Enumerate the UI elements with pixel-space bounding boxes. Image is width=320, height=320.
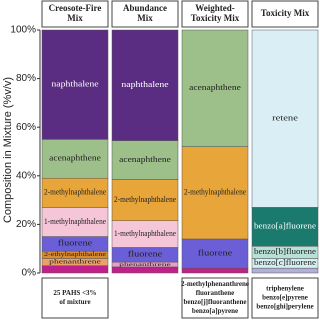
y-axis-label: Composition in Mixture (%v/v) [2, 77, 14, 223]
segment-label: fluorene [128, 250, 163, 259]
note-text: benzo[ghi]perylene [256, 303, 313, 311]
bar-segment [251, 29, 319, 208]
segment-label: benzo[b]fluorene [254, 247, 316, 256]
segment-label: phenanthrene [119, 262, 172, 268]
header-box [181, 0, 249, 28]
segment-label: 1-methylnaphthalene [44, 217, 106, 226]
bar-segment [111, 29, 179, 141]
category-label: Toxicity Mix [261, 8, 310, 18]
segment-label: fluorene [58, 239, 93, 248]
bar-segment [41, 207, 109, 237]
segment-label: acenaphthene [189, 83, 241, 92]
segment-label: 2-ethylnaphthalene [44, 251, 106, 258]
y-tick-label: 0% [22, 268, 37, 279]
segment-label: acenaphthene [119, 155, 171, 164]
note-box [41, 277, 109, 319]
y-tick-label: 20% [16, 219, 36, 230]
category-label: Mix [67, 13, 83, 23]
header-box [41, 0, 109, 28]
bar-segment [111, 179, 179, 222]
note-text: 2-methylphenanthrene [181, 280, 249, 288]
segment-label: benzo[a]fluorene [254, 222, 317, 231]
note-box [181, 277, 249, 319]
note-text: 25 PAHS <3% [53, 289, 96, 297]
bar-segment [181, 267, 249, 274]
segment-label: 2-methylnaphthalene [184, 188, 246, 197]
segment-label: naphthalene [121, 80, 169, 89]
bar-segment [181, 238, 249, 269]
category-label: Abundance [123, 3, 167, 13]
segment-label: 1-methylnaphthalene [114, 229, 176, 238]
note-text: benzo[j]fluoranthene [184, 298, 247, 306]
segment-label: acenaphthene [49, 154, 101, 163]
note-text: of mixture [59, 298, 90, 306]
y-tick-label: 40% [16, 170, 36, 181]
bar-segment [181, 146, 249, 240]
bar-segment [111, 266, 179, 274]
note-box [251, 277, 319, 319]
category-label: Creosote-Fire [49, 3, 102, 13]
segment-label: 2-methylnaphthalene [44, 188, 106, 197]
category-label: Toxicity Mix [191, 13, 240, 23]
segment-label: fluorene [198, 248, 233, 257]
header-box [251, 0, 319, 28]
category-label: Weighted- [195, 3, 235, 13]
bar-segment [111, 140, 179, 180]
bar-segment [181, 29, 249, 147]
bar-segment [111, 220, 179, 248]
segment-label: naphthalene [51, 80, 99, 89]
segment-label: phenanthrene [49, 259, 101, 266]
y-tick-label: 100% [10, 25, 36, 36]
segment-label: 2-methylnaphthalene [114, 195, 176, 204]
note-text: triphenylene [266, 285, 304, 293]
category-label: Mix [137, 13, 153, 23]
bar-segment [41, 265, 109, 274]
note-text: benzo[e]pyrene [262, 294, 308, 302]
bar-segment [41, 177, 109, 208]
segment-label: benzo[c]fluorene [254, 258, 317, 267]
segment-label: retene [272, 114, 298, 123]
bar-segment [41, 139, 109, 179]
y-tick-label: 60% [16, 122, 36, 133]
note-text: fluoranthene [196, 289, 235, 297]
header-box [111, 0, 179, 28]
y-tick-label: 80% [16, 73, 36, 84]
bar-segment [41, 29, 109, 140]
bar-segment [251, 267, 319, 274]
bar-segment [251, 207, 319, 247]
note-text: benzo[a]pyrene [192, 307, 238, 315]
